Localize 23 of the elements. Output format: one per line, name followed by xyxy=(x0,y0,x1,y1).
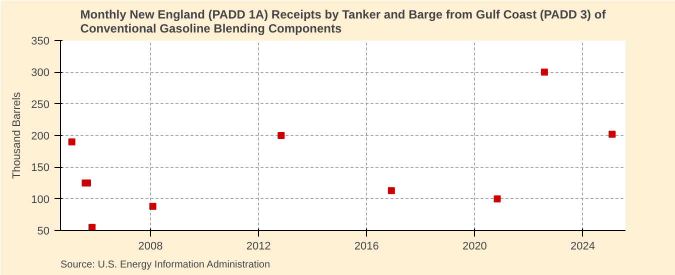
x-tick-label: 2012 xyxy=(246,240,271,252)
y-tick-label: 300 xyxy=(31,67,50,80)
point xyxy=(88,224,96,230)
point xyxy=(494,195,501,202)
point xyxy=(608,130,616,138)
point xyxy=(540,68,548,76)
chart-title: Monthly New England (PADD 1A) Receipts by Tanker and Barge from Gulf Coast (PADD 3) of Conventional Gasoline Blending Components xyxy=(80,8,607,36)
y-tick-label: 100 xyxy=(31,194,50,206)
y-tick-label: 350 xyxy=(31,36,50,48)
y-tick-label: 50 xyxy=(37,226,50,238)
x-tick-label: 2020 xyxy=(462,240,487,252)
y-tick-label: 250 xyxy=(31,98,50,111)
y-axis-title: Thousand Barrels xyxy=(11,92,24,179)
x-tick-label: 2016 xyxy=(354,240,379,252)
y-tick-label: 200 xyxy=(31,130,50,142)
source-note: Source: U.S. Energy Information Administration xyxy=(60,260,270,270)
point xyxy=(68,138,76,146)
x-tick-label: 2024 xyxy=(570,240,595,252)
point xyxy=(388,187,395,194)
point xyxy=(149,202,156,210)
y-tick-label: 150 xyxy=(31,162,50,174)
point xyxy=(278,132,285,139)
x-tick-label: 2008 xyxy=(138,240,163,252)
